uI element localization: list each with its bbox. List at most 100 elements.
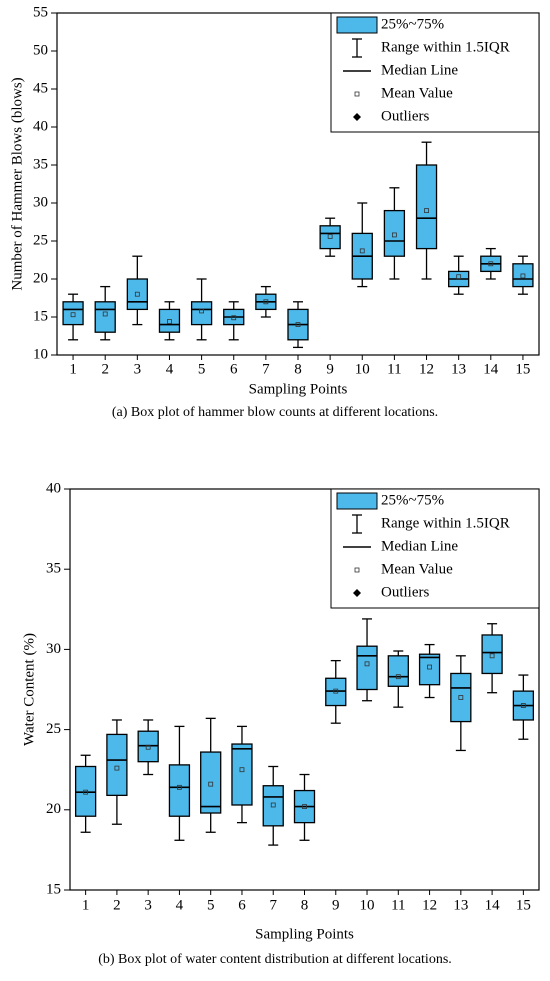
legend-icon	[354, 567, 360, 573]
x-tick-label: 13	[453, 897, 468, 913]
legend-swatch	[336, 16, 378, 34]
y-tick-label: 25	[46, 721, 61, 737]
legend-label: Mean Value	[381, 85, 453, 101]
mean-marker	[239, 767, 245, 773]
y-tick-label: 20	[33, 270, 48, 286]
mean-marker	[70, 312, 76, 318]
legend-label: 25%~75%	[381, 16, 444, 32]
box	[62, 301, 84, 326]
y-tick-label: 30	[33, 194, 48, 210]
mean-marker	[424, 208, 429, 214]
mean-marker	[199, 308, 205, 314]
y-tick-label: 15	[33, 308, 48, 324]
legend-icon	[353, 113, 361, 121]
mean-marker	[145, 744, 151, 750]
box	[106, 733, 128, 797]
mean-marker	[427, 664, 432, 670]
x-axis-title: Sampling Points	[249, 381, 348, 397]
y-tick-label: 45	[33, 80, 48, 96]
box	[418, 653, 441, 686]
x-tick-label: 8	[294, 361, 302, 377]
x-tick-label: 5	[198, 361, 206, 377]
mean-marker	[327, 234, 333, 239]
x-tick-label: 4	[166, 361, 174, 377]
legend-label: Outliers	[381, 584, 429, 600]
x-tick-label: 10	[355, 361, 370, 377]
legend-label: Mean Value	[381, 561, 453, 577]
mean-marker	[263, 299, 269, 305]
x-axis-title: Sampling Points	[255, 926, 354, 942]
mean-marker	[114, 765, 120, 771]
box	[262, 785, 284, 827]
x-tick-label: 5	[207, 897, 215, 913]
x-tick-label: 6	[238, 897, 246, 913]
box	[512, 263, 534, 288]
box	[387, 655, 409, 687]
mean-marker	[231, 315, 237, 321]
mean-marker	[208, 781, 214, 787]
box	[126, 278, 148, 311]
mean-marker	[395, 674, 401, 680]
y-axis-title: Water Content (%)	[21, 633, 37, 746]
y-tick-label: 35	[46, 561, 61, 577]
box	[450, 672, 472, 723]
mean-marker	[364, 661, 370, 667]
x-tick-label: 12	[419, 361, 434, 377]
x-tick-label: 2	[101, 361, 109, 377]
mean-marker	[458, 695, 464, 700]
caption: (b) Box plot of water content distributi…	[98, 952, 452, 967]
x-tick-label: 9	[326, 361, 334, 377]
mean-marker	[520, 703, 526, 708]
x-tick-label: 7	[269, 897, 277, 913]
mean-marker	[391, 232, 397, 238]
legend-label: Outliers	[381, 108, 429, 124]
x-tick-label: 1	[82, 897, 90, 913]
box	[356, 645, 378, 691]
y-tick-label: 20	[46, 801, 61, 817]
x-tick-label: 3	[134, 361, 142, 377]
box	[383, 209, 406, 257]
y-axis-title: Number of Hammer Blows (blows)	[9, 77, 25, 290]
y-tick-label: 10	[33, 346, 48, 362]
y-tick-label: 25	[33, 232, 48, 248]
x-tick-label: 15	[515, 361, 530, 377]
box	[94, 301, 116, 333]
x-tick-label: 13	[451, 361, 466, 377]
mean-marker	[456, 274, 462, 280]
mean-marker	[270, 802, 276, 808]
x-tick-label: 7	[262, 361, 270, 377]
x-tick-label: 1	[69, 361, 77, 377]
x-tick-label: 3	[144, 897, 152, 913]
y-tick-label: 30	[46, 641, 61, 657]
x-tick-label: 12	[422, 897, 437, 913]
mean-marker	[488, 261, 494, 267]
mean-marker	[520, 273, 526, 279]
legend-label: 25%~75%	[381, 492, 444, 508]
box	[319, 225, 341, 250]
box	[158, 308, 181, 333]
mean-marker	[102, 311, 108, 317]
legend-icon	[353, 589, 361, 597]
x-tick-label: 4	[176, 897, 184, 913]
box	[168, 764, 191, 817]
x-tick-label: 15	[516, 897, 531, 913]
x-tick-label: 2	[113, 897, 121, 913]
mean-marker	[83, 789, 89, 795]
mean-marker	[333, 688, 339, 694]
x-tick-label: 9	[332, 897, 340, 913]
box	[415, 164, 438, 250]
x-tick-label: 14	[485, 897, 501, 913]
mean-marker	[359, 248, 365, 254]
caption: (a) Box plot of hammer blow counts at di…	[112, 405, 438, 420]
x-tick-label: 14	[483, 361, 499, 377]
legend-swatch	[336, 492, 378, 510]
x-tick-label: 11	[391, 897, 405, 913]
y-tick-label: 35	[33, 156, 48, 172]
x-tick-label: 11	[387, 361, 401, 377]
box	[137, 730, 159, 763]
box	[74, 765, 97, 817]
y-tick-label: 40	[33, 118, 48, 134]
box	[325, 677, 347, 707]
mean-marker	[177, 784, 182, 790]
